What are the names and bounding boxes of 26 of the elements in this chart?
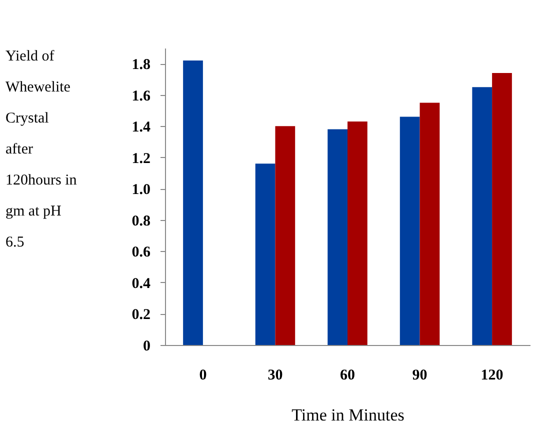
y-tick-label: 0.4 [132,276,151,292]
x-tick-label: 120 [480,368,504,384]
y-axis-title: Yield of Whewelite Crystal after 120hours in gm at pH 6.5 [6,48,78,250]
y-tick-label: 0.2 [132,307,150,324]
x-tick-label: 60 [340,368,355,384]
x-axis-title: Time in Minutes [292,406,404,424]
x-tick-label: 30 [268,368,283,384]
y-tick-label: 0.6 [132,244,151,261]
bar [183,60,203,345]
bar [472,87,492,345]
bar [328,129,348,345]
y-tick-label: 0 [143,338,150,354]
y-tick-label: 1.4 [132,120,151,136]
bar [420,102,440,345]
x-tick-label: 90 [412,368,428,384]
bar [348,121,368,345]
y-tick-label: 0.8 [132,213,150,230]
y-tick-label: 1.8 [132,57,150,74]
bar [255,164,276,345]
x-tick-label: 0 [199,368,207,384]
bar [400,116,420,345]
y-tick-label: 1.2 [132,150,150,167]
y-tick-label: 1.0 [132,182,150,198]
bar [492,73,512,345]
y-tick-label: 1.6 [132,88,151,104]
bar [275,126,296,345]
